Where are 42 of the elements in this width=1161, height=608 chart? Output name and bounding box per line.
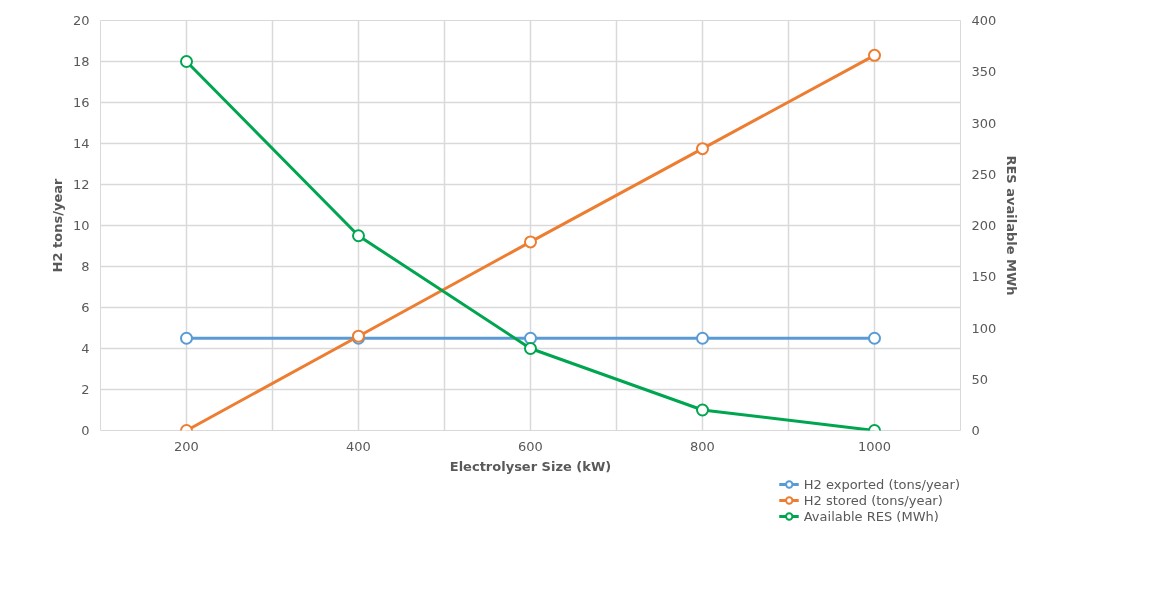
point: [696, 403, 709, 417]
point: [868, 48, 881, 62]
y-tick-label: 14: [72, 136, 90, 151]
point: [868, 331, 881, 345]
x-tick-label: 800: [690, 438, 715, 454]
y-tick-label: 10: [72, 218, 90, 233]
x-tick-label: 600: [518, 438, 543, 454]
y-tick-label: 12: [72, 177, 90, 192]
y-tick-label: 6: [81, 300, 90, 315]
y2-tick-label: 300: [971, 115, 997, 131]
y2-tick-label: 400: [971, 13, 997, 28]
point: [524, 331, 537, 345]
point: [696, 142, 709, 156]
y-tick-label: 8: [81, 259, 90, 274]
x-tick-label: 1000: [857, 438, 892, 454]
y2-tick-label: 350: [971, 64, 997, 80]
x-tick-label: 200: [174, 438, 199, 454]
y2-axis-title: RES available MWh: [1004, 155, 1020, 296]
y-tick-label: 0: [81, 423, 90, 438]
y-tick-label: 4: [81, 341, 90, 356]
y-tick-label: 18: [72, 54, 90, 69]
y-tick-label: 16: [72, 95, 90, 110]
y2-tick-label: 150: [971, 269, 997, 285]
y2-tick-label: 0: [971, 423, 980, 438]
x-axis-title: Electrolyser Size (kW): [449, 458, 612, 474]
legend-label: Available RES (MWh): [803, 508, 939, 524]
y-axis-title: H2 tons/year: [49, 178, 65, 273]
point: [180, 331, 193, 345]
x-tick-label: 400: [346, 438, 371, 454]
point: [180, 55, 193, 68]
legend-label: H2 stored (tons/year): [803, 492, 943, 508]
point: [696, 331, 709, 345]
point: [524, 342, 537, 355]
y2-tick-label: 100: [971, 320, 997, 336]
point: [352, 229, 365, 243]
y-tick-label: 20: [72, 13, 90, 28]
y-tick-label: 2: [81, 382, 90, 397]
y2-tick-label: 50: [971, 371, 989, 387]
point: [524, 235, 537, 249]
legend-label: H2 exported (tons/year): [803, 476, 960, 492]
y2-tick-label: 200: [971, 218, 997, 233]
y2-tick-label: 250: [971, 166, 997, 182]
